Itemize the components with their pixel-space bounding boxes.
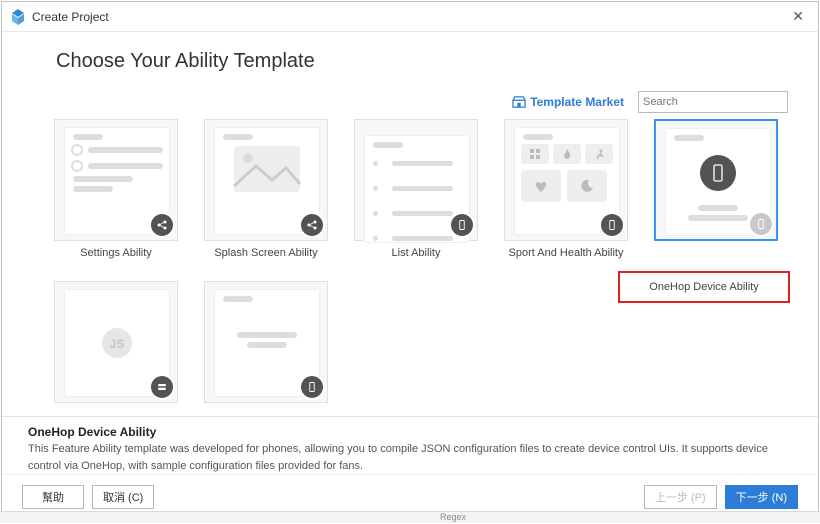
template-card-sport[interactable]: Sport And Health Ability: [504, 119, 628, 259]
phone-icon: [451, 214, 473, 236]
template-card-onehop[interactable]: [654, 119, 778, 259]
top-row: Template Market: [28, 91, 792, 113]
template-label: Settings Ability: [46, 247, 186, 259]
window-title: Create Project: [32, 10, 786, 24]
content-area: Choose Your Ability Template Template Ma…: [2, 32, 818, 416]
close-button[interactable]: ✕: [786, 6, 810, 27]
template-card-list[interactable]: List Ability: [354, 119, 478, 259]
running-icon: [593, 148, 605, 160]
cancel-button[interactable]: 取消 (C): [92, 485, 154, 509]
search-input[interactable]: [643, 96, 785, 108]
share-icon: [151, 214, 173, 236]
heart-icon: [533, 179, 549, 193]
template-label: Sport And Health Ability: [496, 247, 636, 259]
device-icon: [700, 155, 736, 191]
prev-button: 上一步 (P): [644, 485, 717, 509]
titlebar: Create Project ✕: [2, 2, 818, 32]
help-button[interactable]: 幫助: [22, 485, 84, 509]
js-icon: JS: [97, 323, 137, 363]
search-box[interactable]: [638, 91, 788, 113]
next-button[interactable]: 下一步 (N): [725, 485, 798, 509]
template-label: List Ability: [346, 247, 486, 259]
statusbar: Regex: [0, 511, 820, 523]
server-icon: [151, 376, 173, 398]
template-grid: Settings Ability Splash Screen Ability: [28, 119, 792, 416]
share-icon: [301, 214, 323, 236]
moon-icon: [579, 178, 595, 194]
template-card-lite-particle[interactable]: JS [Lite]Empty Particle Ability: [54, 281, 178, 416]
phone-icon: [601, 214, 623, 236]
template-card-splash[interactable]: Splash Screen Ability: [204, 119, 328, 259]
template-label: Splash Screen Ability: [196, 247, 336, 259]
template-market-label: Template Market: [530, 95, 624, 109]
phone-icon: [301, 376, 323, 398]
template-card-standard-empty[interactable]: [Standard]Empty Ability: [204, 281, 328, 416]
flame-icon: [561, 148, 573, 160]
template-card-settings[interactable]: Settings Ability: [54, 119, 178, 259]
description-panel: OneHop Device Ability This Feature Abili…: [2, 416, 818, 474]
app-icon: [10, 9, 26, 25]
grid-icon: [529, 148, 541, 160]
create-project-window: Create Project ✕ Choose Your Ability Tem…: [1, 1, 819, 520]
splash-image-icon: [232, 144, 302, 194]
store-icon: [512, 96, 526, 108]
phone-icon: [750, 213, 772, 235]
svg-text:JS: JS: [110, 337, 125, 351]
description-title: OneHop Device Ability: [28, 425, 792, 439]
page-title: Choose Your Ability Template: [56, 50, 792, 73]
template-market-link[interactable]: Template Market: [512, 95, 624, 109]
description-text: This Feature Ability template was develo…: [28, 441, 792, 474]
